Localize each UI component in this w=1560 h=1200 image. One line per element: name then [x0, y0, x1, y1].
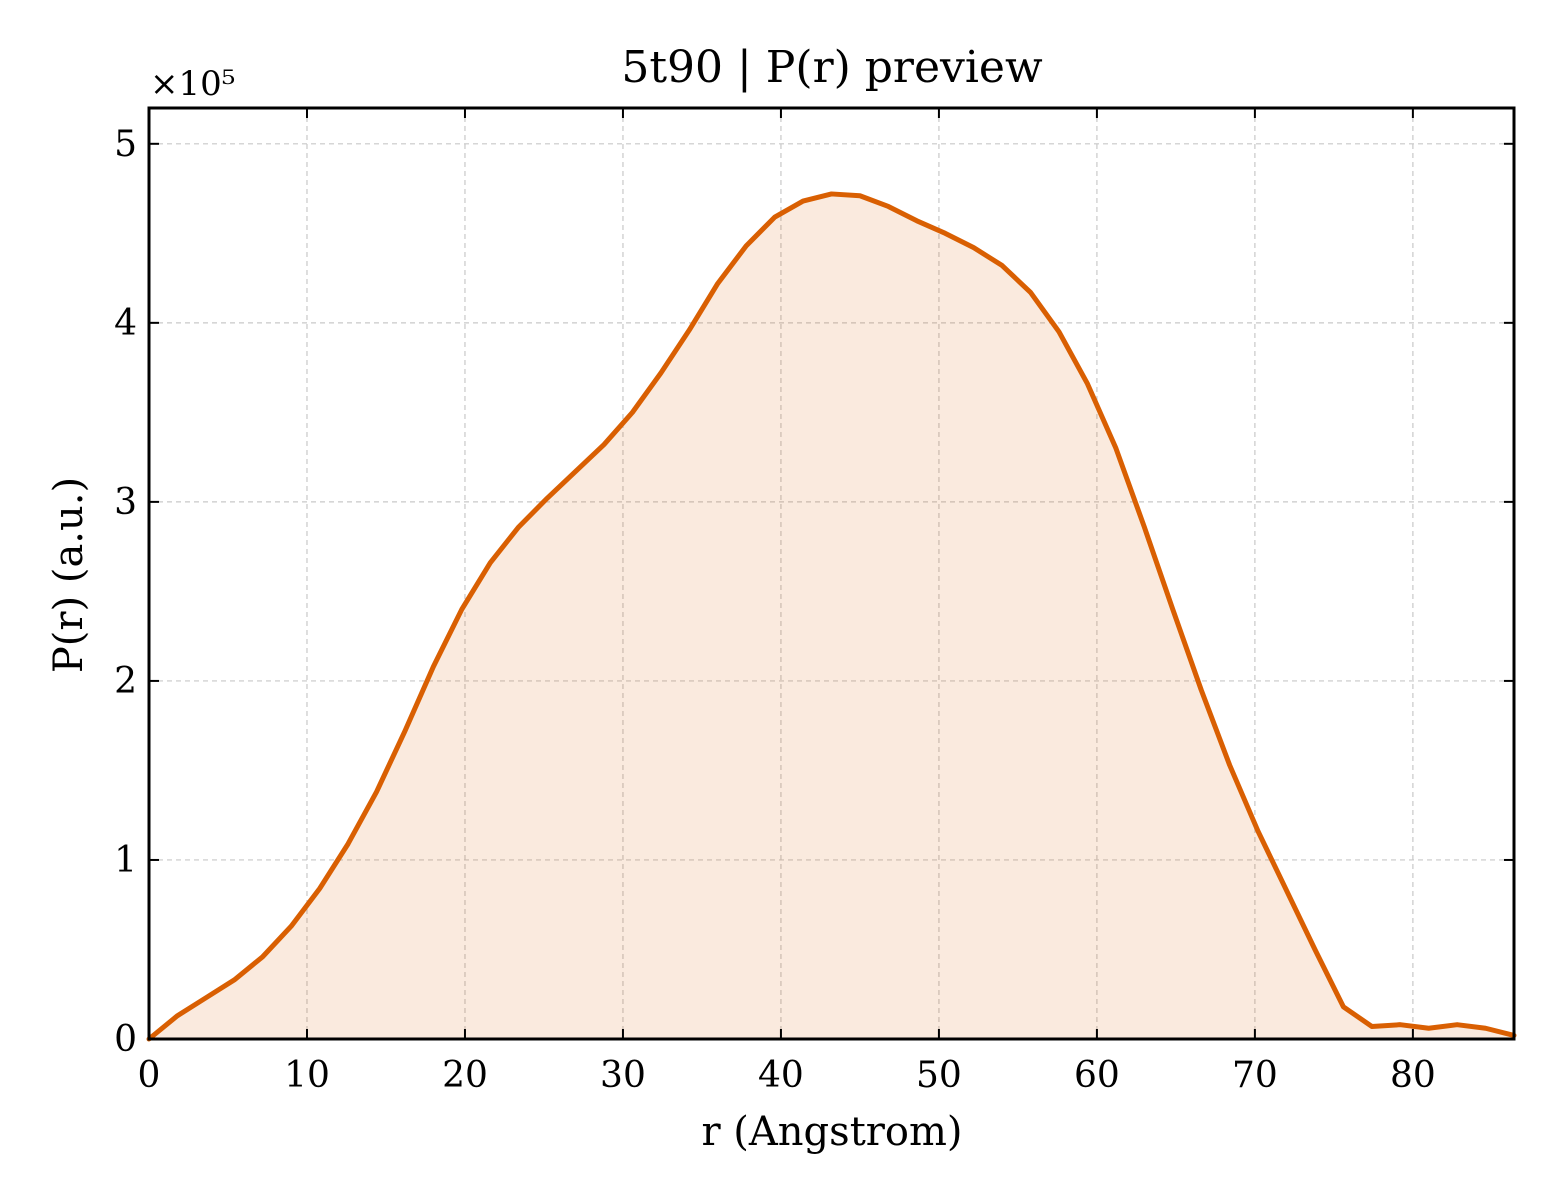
- grid-lines: [149, 108, 1514, 1039]
- y-tick-label: 0: [114, 1019, 137, 1060]
- x-tick-label: 0: [138, 1055, 161, 1096]
- x-tick-label: 10: [284, 1055, 330, 1096]
- x-tick-label: 80: [1390, 1055, 1436, 1096]
- plot-frame: [147, 106, 1516, 1041]
- y-tick-label: 5: [114, 124, 137, 165]
- x-tick-label: 60: [1074, 1055, 1120, 1096]
- pr-area-fill: [149, 193, 1514, 1039]
- x-tick-label: 30: [600, 1055, 646, 1096]
- y-axis-label: P(r) (a.u.): [46, 477, 92, 673]
- y-tick-label: 2: [114, 661, 137, 702]
- x-tick-label: 50: [916, 1055, 962, 1096]
- axis-ticks: 0 10 20 30 40 50 60 70 80 0 1 2 3 4 5: [114, 108, 1514, 1096]
- chart-title: 5t90 | P(r) preview: [621, 42, 1043, 93]
- pr-series-line: [146, 191, 1517, 1042]
- y-tick-label: 1: [114, 840, 137, 881]
- y-offset-label: ×10⁵: [150, 64, 235, 104]
- y-tick-label: 3: [114, 482, 137, 523]
- x-tick-label: 70: [1232, 1055, 1278, 1096]
- x-tick-label: 20: [442, 1055, 488, 1096]
- x-axis-label: r (Angstrom): [701, 1109, 962, 1155]
- y-tick-label: 4: [114, 303, 137, 344]
- x-tick-label: 40: [758, 1055, 804, 1096]
